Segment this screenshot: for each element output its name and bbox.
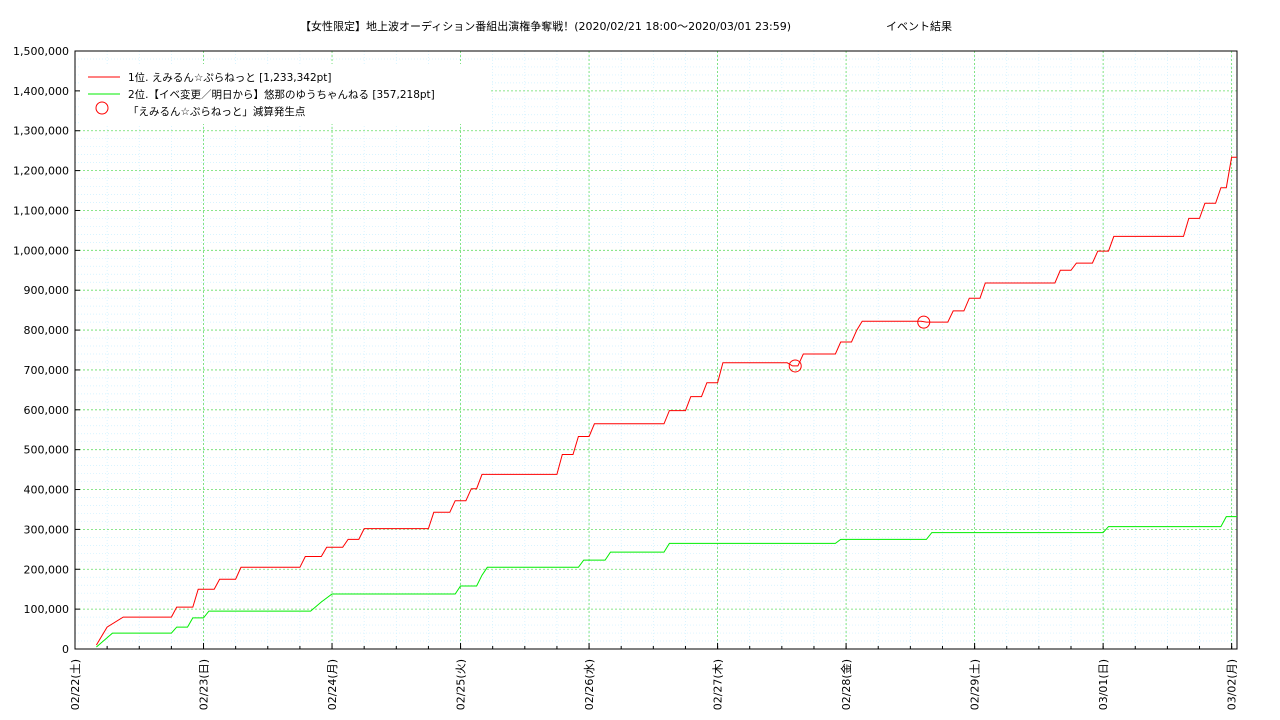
y-tick-label: 1,400,000 xyxy=(13,85,69,98)
y-tick-label: 600,000 xyxy=(24,404,70,417)
y-tick-label: 500,000 xyxy=(24,444,70,457)
chart-title: 【女性限定】地上波オーディション番組出演権争奪戦！(2020/02/21 18:… xyxy=(300,19,952,33)
subtraction-marker xyxy=(788,359,802,373)
x-tick-label: 03/01(日) xyxy=(1097,659,1110,710)
x-tick-label: 02/29(土) xyxy=(969,659,982,710)
x-tick-label: 02/28(金) xyxy=(839,659,853,710)
y-tick-label: 400,000 xyxy=(24,484,70,497)
y-tick-label: 100,000 xyxy=(24,603,70,616)
y-tick-label: 1,500,000 xyxy=(13,45,69,58)
plot-frame xyxy=(74,50,1238,650)
legend-label-series-2: 2位.【イベ変更／明日から】悠那のゆうちゃんねる [357,218pt] xyxy=(128,88,435,101)
chart-title-text: 【女性限定】地上波オーディション番組出演権争奪戦！(2020/02/21 18:… xyxy=(300,19,791,33)
legend-label-markers: 「えみるん☆ぷらねっと」減算発生点 xyxy=(128,105,305,118)
x-tick-label: 02/22(土) xyxy=(69,659,82,710)
chart-subtitle-text: イベント結果 xyxy=(886,19,952,33)
subtraction-marker xyxy=(917,315,931,329)
legend: 1位. えみるん☆ぷらねっと [1,233,342pt] 2位.【イベ変更／明日… xyxy=(80,64,490,124)
y-tick-label: 1,000,000 xyxy=(13,244,69,257)
y-tick-label: 200,000 xyxy=(24,563,70,576)
y-tick-label: 700,000 xyxy=(24,364,70,377)
series-line-1 xyxy=(95,156,1237,646)
legend-background xyxy=(80,64,490,124)
y-tick-label: 300,000 xyxy=(24,523,70,536)
y-tick-label: 900,000 xyxy=(24,284,70,297)
y-tick-label: 1,300,000 xyxy=(13,125,69,138)
y-tick-label: 1,100,000 xyxy=(13,204,69,217)
legend-label-series-1: 1位. えみるん☆ぷらねっと [1,233,342pt] xyxy=(128,71,332,84)
x-tick-label: 02/25(火) xyxy=(455,659,468,710)
x-tick-label: 02/23(日) xyxy=(198,659,211,710)
series-line-2 xyxy=(96,515,1237,648)
x-tick-label: 03/02(月) xyxy=(1226,659,1239,710)
subtraction-markers xyxy=(788,315,931,373)
x-tick-label: 02/27(木) xyxy=(712,659,725,710)
series-lines xyxy=(95,156,1237,648)
axes: 0 100,000 200,000 300,000 400,000 500,000 600,… xyxy=(13,45,1239,710)
y-tick-label: 1,200,000 xyxy=(13,165,69,178)
x-tick-label: 02/24(月) xyxy=(326,659,339,710)
legend-swatch-markers xyxy=(95,101,109,115)
y-tick-label: 800,000 xyxy=(24,324,70,337)
y-tick-label: 0 xyxy=(62,643,69,656)
grid-lines xyxy=(74,51,1237,649)
x-tick-label: 02/26(水) xyxy=(583,659,596,710)
